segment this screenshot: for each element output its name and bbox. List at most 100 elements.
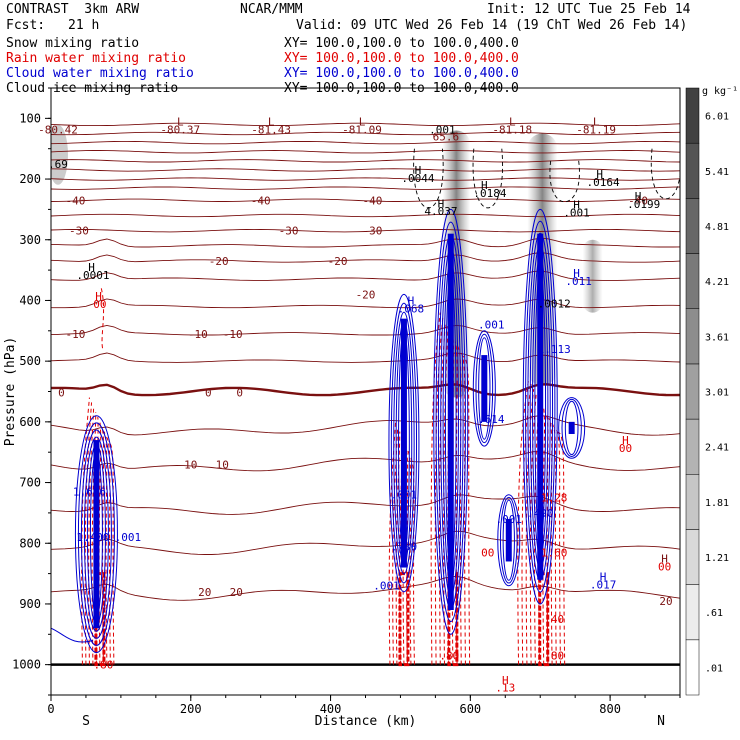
temperature-contour — [51, 383, 680, 397]
extremum-label: -81.19 — [576, 123, 616, 136]
cloud-water-contour — [393, 311, 415, 575]
colorbar-segment — [685, 142, 700, 199]
temperature-contour-label: -10 — [223, 328, 243, 341]
temperature-contour-label: 0 — [236, 387, 243, 400]
cloud-water-contour — [83, 436, 109, 632]
temperature-contour-label: -20 — [356, 288, 376, 301]
extremum-label: -81.43 — [251, 123, 291, 136]
extremum-label: 1.60 — [541, 546, 568, 559]
extremum-label: H — [95, 290, 102, 303]
extremum-label: .730 — [391, 540, 418, 553]
extremum-label: H — [573, 199, 580, 212]
cloud-ice-contour — [549, 160, 580, 203]
y-axis-label: Pressure (hPa) — [3, 337, 18, 447]
temperature-contour-label: -30 — [69, 225, 89, 238]
extremum-label: -80.37 — [160, 123, 200, 136]
extremum-label: 00 — [93, 298, 106, 311]
cloud-water-core — [447, 233, 454, 611]
extremum-label: .001 — [478, 319, 505, 332]
y-tick-label: 700 — [19, 476, 41, 490]
snow-shading-patch — [51, 124, 68, 185]
colorbar-unit: g kg⁻¹ — [702, 86, 738, 97]
temperature-contour-label: -40 — [251, 194, 271, 207]
temperature-contour-label: 20 — [659, 595, 672, 608]
temperature-contour-label: 0 — [205, 387, 212, 400]
extremum-label: 65.6 — [433, 131, 460, 144]
cloud-water-contour — [499, 496, 518, 584]
temperature-contour-label: -10 — [66, 328, 86, 341]
rain-contour — [550, 422, 557, 665]
y-tick-label: 100 — [19, 111, 41, 125]
extremum-label: H — [635, 190, 642, 203]
center-label: NCAR/MMM — [240, 2, 303, 17]
cloud-water-core — [481, 355, 488, 422]
temperature-contour-label: 10 — [216, 458, 229, 471]
colorbar-label: 1.81 — [705, 498, 729, 509]
cloud-water-contour — [472, 330, 496, 447]
extremum-label: H — [88, 261, 95, 274]
x-tick-label: 800 — [599, 702, 621, 716]
extremum-label: L — [509, 115, 516, 128]
rain-contour — [529, 393, 537, 665]
temperature-contour-label: -30 — [279, 225, 299, 238]
extremum-label: .001 — [563, 206, 590, 219]
rain-contour — [392, 426, 399, 665]
colorbar-label: 3.01 — [705, 388, 729, 399]
extremum-label: .0164 — [587, 176, 620, 189]
forecast-hour: 21 h — [68, 18, 100, 33]
cloud-water-core — [400, 318, 407, 568]
cloud-water-contour — [478, 337, 491, 440]
temperature-contour — [51, 168, 680, 172]
cloud-water-contour — [77, 422, 115, 646]
extremum-label: -80.42 — [38, 123, 78, 136]
init-time: Init: 12 UTC Tue 25 Feb 14 — [487, 2, 691, 17]
colorbar-label: 6.01 — [705, 112, 729, 123]
temperature-contour — [51, 237, 680, 248]
extremum-label: H — [438, 197, 445, 210]
colorbar-segment — [685, 474, 700, 530]
field-rain-xy: XY= 100.0,100.0 to 100.0,400.0 — [284, 51, 519, 66]
cloud-water-contour — [435, 221, 466, 623]
extremum-label: 4.037 — [424, 205, 457, 218]
colorbar-segment — [685, 529, 700, 585]
extremum-label: .80 — [439, 650, 459, 663]
rain-contour — [545, 413, 549, 665]
y-tick-label: 1000 — [12, 658, 41, 672]
temperature-contour-label: 0 — [58, 387, 65, 400]
temperature-contour — [51, 298, 680, 309]
temperature-contour — [51, 186, 680, 190]
cloud-water-contour — [561, 398, 582, 457]
colorbar-label: 2.41 — [705, 443, 729, 454]
extremum-label: H — [573, 267, 580, 280]
cloud-ice-contour — [650, 148, 680, 200]
rain-contour — [434, 317, 444, 665]
extremum-label: L — [268, 115, 275, 128]
model-title: CONTRAST 3km ARW — [6, 2, 140, 17]
rain-contour — [409, 455, 415, 665]
field-cloudwater-name: Cloud water mixing ratio — [6, 66, 194, 81]
field-snow-name: Snow mixing ratio — [6, 36, 140, 51]
temperature-contour — [51, 122, 680, 127]
colorbar-segment — [685, 363, 700, 420]
colorbar-segment — [685, 308, 700, 365]
cloud-water-contour — [475, 333, 494, 444]
extremum-label: 1.646 — [73, 486, 106, 499]
rain-core — [94, 572, 106, 667]
extremum-label: 00 — [658, 560, 671, 573]
valid-time: Valid: 09 UTC Wed 26 Feb 14 (19 ChT Wed … — [296, 18, 688, 33]
temperature-contour — [51, 140, 680, 145]
temperature-contour-label: 20 — [230, 586, 243, 599]
cloud-water-contour — [433, 208, 469, 635]
cloud-water-contour — [497, 494, 521, 587]
y-tick-label: 500 — [19, 354, 41, 368]
temperature-contour — [51, 451, 680, 472]
cloud-water-contour — [522, 208, 558, 605]
y-tick-label: 900 — [19, 597, 41, 611]
cloud-water-contour — [51, 627, 94, 643]
rain-contour — [542, 408, 546, 665]
temperature-contour-label: -40 — [628, 194, 648, 207]
cloud-water-contour — [525, 220, 556, 593]
colorbar-segment — [685, 198, 700, 254]
temperature-contour-label: -20 — [209, 255, 229, 268]
